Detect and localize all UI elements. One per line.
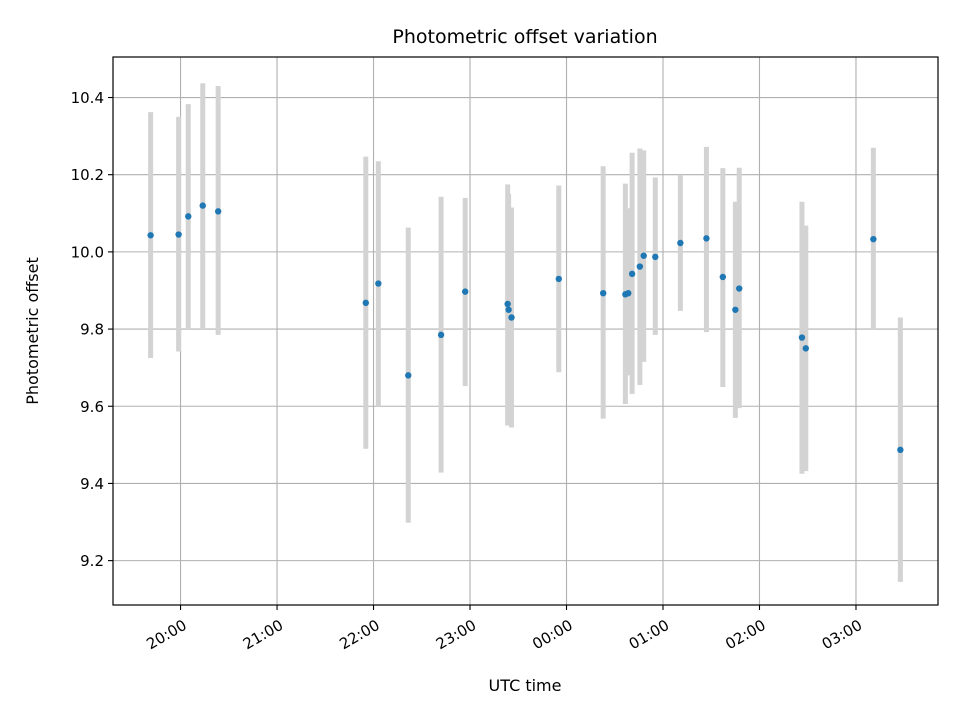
data-point bbox=[505, 306, 512, 313]
data-point bbox=[461, 288, 469, 295]
data-point bbox=[640, 252, 647, 259]
data-point bbox=[405, 372, 412, 379]
data-point bbox=[897, 446, 904, 454]
data-point bbox=[703, 235, 710, 242]
data-point bbox=[437, 331, 445, 339]
data-point bbox=[802, 345, 810, 352]
y-tick-label: 9.2 bbox=[80, 552, 104, 570]
data-point bbox=[732, 306, 739, 313]
data-point bbox=[214, 208, 222, 215]
data-point bbox=[798, 334, 806, 341]
y-tick-label: 10.2 bbox=[71, 166, 104, 184]
data-point bbox=[870, 235, 877, 243]
data-point bbox=[636, 263, 644, 270]
data-point bbox=[625, 289, 632, 297]
plot-frame bbox=[112, 56, 939, 606]
y-tick-label: 9.4 bbox=[80, 475, 104, 493]
data-point bbox=[375, 280, 382, 287]
data-point bbox=[677, 239, 684, 247]
data-point bbox=[185, 213, 192, 220]
grid bbox=[113, 57, 938, 605]
y-tick-label: 10.0 bbox=[71, 243, 104, 261]
data-point bbox=[555, 275, 562, 283]
y-tick-label: 9.6 bbox=[80, 398, 104, 416]
data-point bbox=[199, 202, 206, 209]
x-axis-title: UTC time bbox=[489, 676, 562, 695]
data-points bbox=[147, 202, 904, 454]
y-tick-label: 10.4 bbox=[71, 89, 104, 107]
data-point bbox=[719, 273, 727, 281]
data-point bbox=[628, 270, 636, 278]
data-point bbox=[652, 253, 659, 261]
y-axis-title: Photometric offset bbox=[23, 257, 42, 405]
data-point bbox=[362, 299, 370, 307]
data-point bbox=[736, 285, 743, 292]
chart-title: Photometric offset variation bbox=[392, 26, 657, 48]
data-point bbox=[504, 300, 511, 308]
y-tick-label: 9.8 bbox=[80, 321, 104, 339]
data-point bbox=[175, 231, 182, 238]
data-point bbox=[599, 289, 607, 297]
y-axis: 9.2 9.4 9.6 9.8 10.0 10.2 10.4 bbox=[71, 89, 113, 570]
data-point bbox=[147, 232, 154, 239]
data-point bbox=[508, 314, 515, 321]
